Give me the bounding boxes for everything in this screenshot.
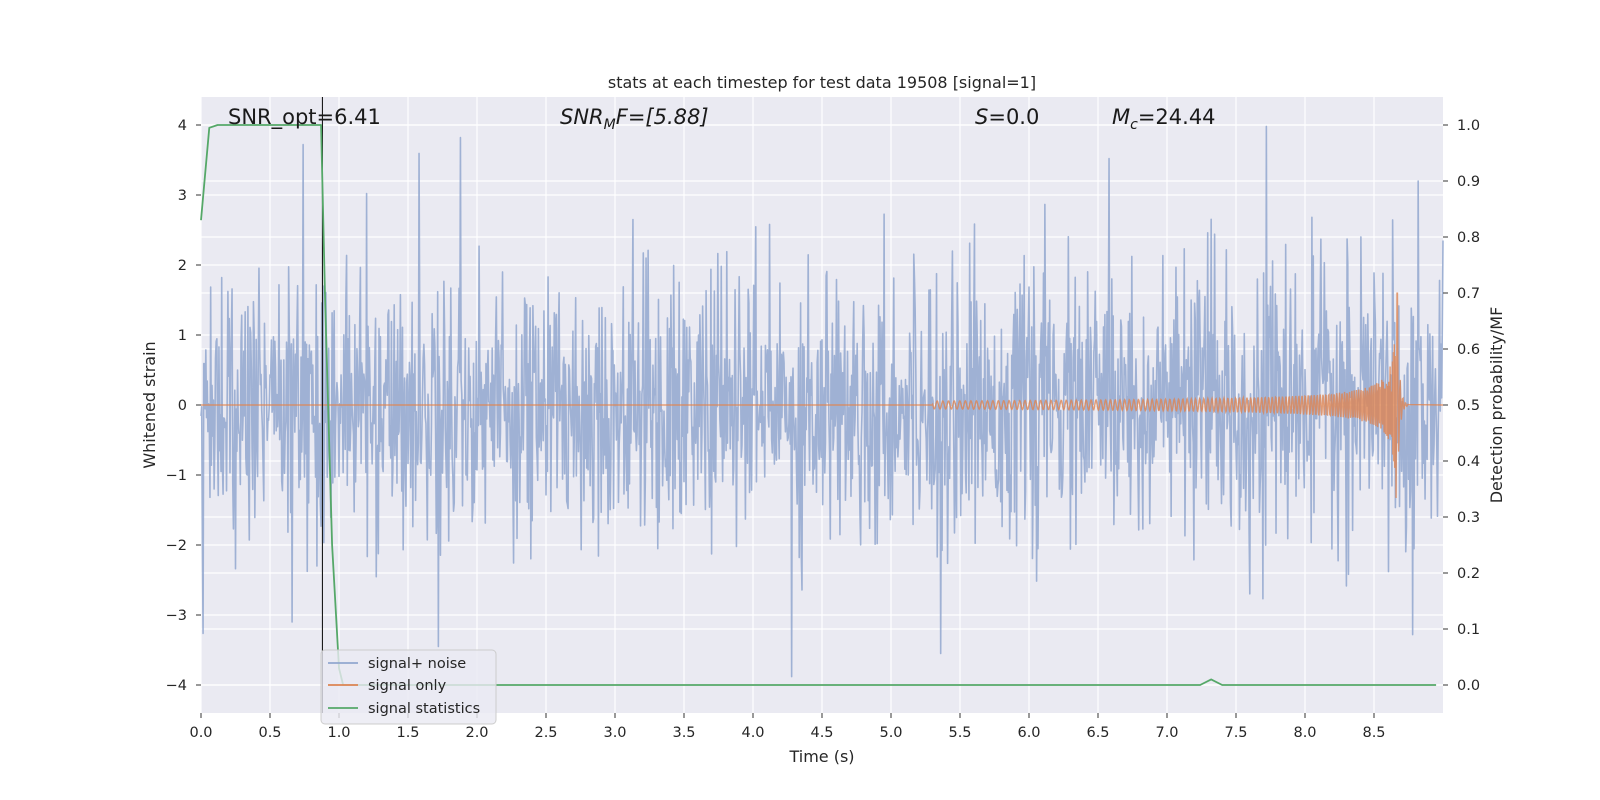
- y2-axis-title: Detection probability/MF: [1487, 307, 1506, 504]
- x-tick-label: 8.0: [1293, 725, 1316, 741]
- annotation-mc-sub: c: [1130, 117, 1138, 133]
- series-signal-statistics: [200, 124, 1437, 686]
- annotation-s-main: S: [975, 105, 988, 129]
- x-axis-title: Time (s): [788, 747, 854, 766]
- y-tick-label: 0: [178, 398, 187, 414]
- x-tick-label: 4.0: [741, 725, 764, 741]
- x-tick-label: 8.5: [1362, 725, 1385, 741]
- y2-tick-label: 0.6: [1457, 342, 1480, 358]
- y2-tick-label: 0.7: [1457, 286, 1480, 302]
- annotation-mc-main: M: [1112, 105, 1130, 129]
- annotation-snr-mf-sub: M: [604, 117, 616, 133]
- y-tick-label: 2: [178, 258, 187, 274]
- y-tick-label: 4: [178, 118, 187, 134]
- y2-tick-label: 0.8: [1457, 230, 1480, 246]
- legend-label-signal-only: signal only: [368, 678, 447, 694]
- x-tick-label: 1.5: [396, 725, 419, 741]
- x-tick-label: 1.0: [327, 725, 350, 741]
- annotation-snr-mf: SNRMF=[5.88]: [560, 105, 709, 133]
- y-tick-label: −1: [166, 468, 187, 484]
- y2-tick-label: 0.1: [1457, 622, 1480, 638]
- y-tick-label: 3: [178, 188, 187, 204]
- annotation-s: S=0.0: [975, 105, 1039, 129]
- annotation-mc: Mc=24.44: [1112, 105, 1216, 133]
- series-signal-noise: [200, 125, 1444, 678]
- y-tick-label: −3: [166, 608, 187, 624]
- annotations: SNR_opt=6.41 SNRMF=[5.88] S=0.0 Mc=24.44: [228, 105, 1216, 133]
- y2-tick-label: 0.5: [1457, 398, 1480, 414]
- legend-box: [320, 649, 497, 725]
- legend-label-signal-noise: signal+ noise: [368, 656, 466, 672]
- y-axis-title: Whitened strain: [140, 341, 159, 468]
- x-tick-label: 2.0: [465, 725, 488, 741]
- y2-tick-label: 1.0: [1457, 118, 1480, 134]
- x-tick-label: 6.0: [1017, 725, 1040, 741]
- annotation-mc-rest: =24.44: [1138, 105, 1216, 129]
- x-tick-label: 0.0: [189, 725, 212, 741]
- axis-ticks: 0.0 0.5 1.0 1.5 2.0 2.5 3.0 3.5 4.0 4.5 5.0 5.5 6.0 6…: [166, 118, 1480, 741]
- x-tick-label: 4.5: [810, 725, 833, 741]
- y2-tick-label: 0.3: [1457, 510, 1480, 526]
- y-tick-label: −2: [166, 538, 187, 554]
- plot-area: [200, 97, 1444, 713]
- legend: signal+ noise signal only signal statist…: [320, 649, 497, 725]
- x-tick-label: 7.5: [1224, 725, 1247, 741]
- x-tick-label: 6.5: [1086, 725, 1109, 741]
- legend-label-signal-statistics: signal statistics: [368, 701, 480, 717]
- y-tick-label: 1: [178, 328, 187, 344]
- y-tick-label: −4: [166, 678, 187, 694]
- annotation-snr-mf-rest: F=[5.88]: [616, 105, 709, 129]
- series-signal-only: [201, 292, 1444, 498]
- y2-tick-label: 0.0: [1457, 678, 1480, 694]
- y2-tick-label: 0.2: [1457, 566, 1480, 582]
- chart-title: stats at each timestep for test data 195…: [608, 73, 1036, 92]
- annotation-snr-mf-main: SNR: [560, 105, 604, 129]
- y2-tick-label: 0.9: [1457, 174, 1480, 190]
- x-tick-label: 5.0: [879, 725, 902, 741]
- x-tick-label: 5.5: [948, 725, 971, 741]
- y2-tick-label: 0.4: [1457, 454, 1480, 470]
- x-tick-label: 2.5: [534, 725, 557, 741]
- x-tick-label: 3.0: [603, 725, 626, 741]
- x-tick-label: 3.5: [672, 725, 695, 741]
- annotation-snr-opt: SNR_opt=6.41: [228, 105, 381, 130]
- x-tick-label: 7.0: [1155, 725, 1178, 741]
- annotation-s-rest: =0.0: [988, 105, 1039, 129]
- x-tick-label: 0.5: [258, 725, 281, 741]
